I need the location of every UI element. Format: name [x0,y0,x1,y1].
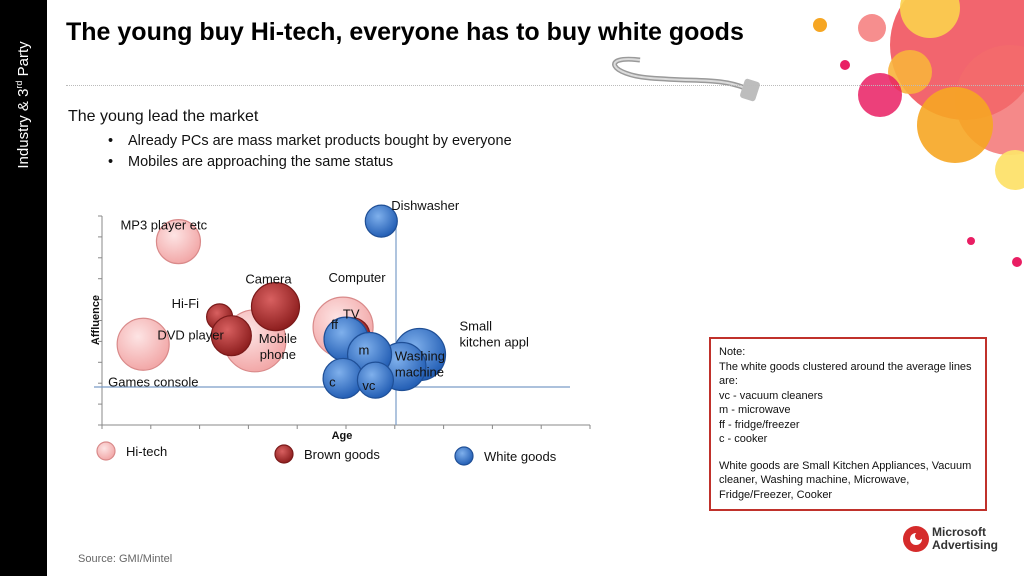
data-label-mobile-phone: Mobile [259,331,297,346]
data-label-vc: vc [362,378,376,393]
bubble-dvd-player [210,315,252,357]
data-label-hi-fi: Hi-Fi [172,296,200,311]
legend-marker-brown-goods [274,444,294,464]
data-label-c: c [329,374,336,389]
sidebar-band: Industry & 3rd Party [0,0,47,576]
data-label-tv: TV [343,307,360,322]
bubble-vc [356,361,395,399]
data-label-dishwasher: Dishwasher [391,198,460,213]
note-line: ff - fridge/freezer [719,418,800,431]
data-label-small-kitchen-appl: Small [460,319,493,334]
logo-text: Microsoft Advertising [932,525,999,552]
data-label-camera: Camera [245,272,292,287]
data-label-games-console: Games console [108,374,198,389]
legend-marker-white-goods [454,446,474,466]
intro-text: The young lead the market [68,108,259,125]
microsoft-logo-icon [903,526,929,552]
slide-title: The young buy Hi-tech, everyone has to b… [66,18,744,46]
data-label-ff: ff [331,317,338,332]
bubble-camera [250,282,301,332]
bubble-dishwasher [364,204,398,238]
note-line: m - microwave [719,404,791,416]
note-line: vc - vacuum cleaners [719,389,823,402]
note-heading: Note: [719,346,746,358]
legend-label-hi-tech: Hi-tech [126,444,167,459]
bullet-item: Already PCs are mass market products bou… [108,133,512,149]
bubble-games-console [116,317,170,371]
x-axis-label: Age [332,430,353,442]
data-label-washing-machine: machine [395,364,444,379]
title-divider [66,85,1024,86]
note-line: c - cooker [719,433,768,445]
legend-label-brown-goods: Brown goods [304,447,380,462]
data-label-m: m [359,343,370,358]
data-label-mobile-phone: phone [260,347,296,362]
y-axis-label: Affluence [90,295,102,345]
data-label-mp3-player-etc: MP3 player etc [120,218,207,233]
legend-marker-hi-tech [96,441,116,461]
data-label-small-kitchen-appl: kitchen appl [460,335,529,350]
data-label-computer: Computer [329,270,387,285]
data-label-washing-machine: Washing [395,348,445,363]
source-text: Source: GMI/Mintel [78,553,173,565]
note-box: Note: The white goods clustered around t… [709,337,987,511]
legend-label-white-goods: White goods [484,449,557,464]
bubble-mp3-player-etc [155,219,202,265]
bullet-list: Already PCs are mass market products bou… [108,133,512,175]
data-label-dvd-player: DVD player [157,328,224,343]
note-footer: White goods are Small Kitchen Appliances… [719,459,972,501]
bullet-item: Mobiles are approaching the same status [108,154,512,170]
note-line: The white goods clustered around the ave… [719,360,972,388]
